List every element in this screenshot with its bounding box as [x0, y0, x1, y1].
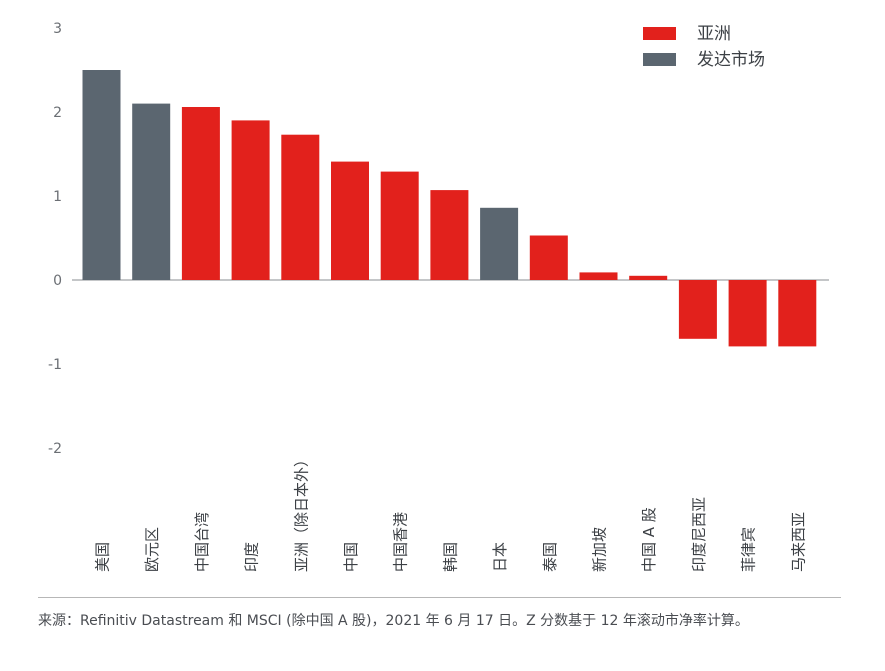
bar: [380, 171, 419, 280]
bar: [480, 207, 519, 280]
category-label: 中国台湾: [193, 512, 211, 572]
bar: [778, 280, 817, 347]
bars: [82, 70, 817, 347]
bar: [331, 161, 369, 280]
bar: [82, 70, 121, 280]
category-labels: 美国 欧元区 中国台湾印度 亚洲（除日本外） 中国 中国香港韩国 日本 泰国 新加坡 中国 A 股…: [94, 452, 808, 572]
legend-label: 发达市场: [697, 50, 765, 70]
category-label: 欧元区: [143, 527, 161, 572]
bar-chart: 3 2 1 0 -1 -2 美国 欧元区 中国台湾印度 亚洲（除日本外） 中国 中国香港韩国 日本 泰国…: [48, 21, 829, 572]
bar: [430, 190, 469, 280]
category-label: 印度: [243, 542, 261, 572]
y-axis-ticks: 3 2 1 0 -1 -2: [48, 21, 62, 457]
legend-swatch: [643, 53, 676, 66]
legend-label: 亚洲: [697, 24, 731, 44]
category-label: 泰国: [541, 542, 559, 572]
y-tick-label: 1: [53, 189, 62, 205]
y-tick-label: 0: [53, 273, 62, 289]
category-label: 马来西亚: [789, 512, 807, 572]
legend-swatch: [643, 27, 676, 40]
bar: [728, 280, 767, 347]
bar: [579, 272, 618, 280]
bar: [181, 107, 220, 280]
source-note: 来源：Refinitiv Datastream 和 MSCI (除中国 A 股)…: [38, 613, 749, 629]
category-label: 亚洲（除日本外）: [292, 452, 310, 572]
y-tick-label: -2: [48, 441, 62, 457]
bar: [529, 235, 568, 280]
category-label: 菲律宾: [740, 527, 758, 572]
category-label: 日本: [491, 542, 509, 572]
bar: [281, 134, 320, 280]
bar: [132, 103, 171, 280]
y-tick-label: 2: [53, 105, 62, 121]
category-label: 中国香港: [392, 512, 410, 572]
category-label: 韩国: [441, 542, 459, 572]
category-label: 中国: [342, 542, 360, 572]
bar: [678, 280, 717, 339]
y-tick-label: -1: [48, 357, 62, 373]
bar: [231, 120, 270, 281]
category-label: 新加坡: [591, 527, 609, 572]
category-label: 美国: [94, 542, 112, 572]
y-tick-label: 3: [53, 21, 62, 37]
bar: [629, 275, 668, 280]
category-label: 印度尼西亚: [690, 497, 708, 572]
category-label: 中国 A 股: [640, 507, 658, 572]
footer-divider: [38, 597, 841, 598]
